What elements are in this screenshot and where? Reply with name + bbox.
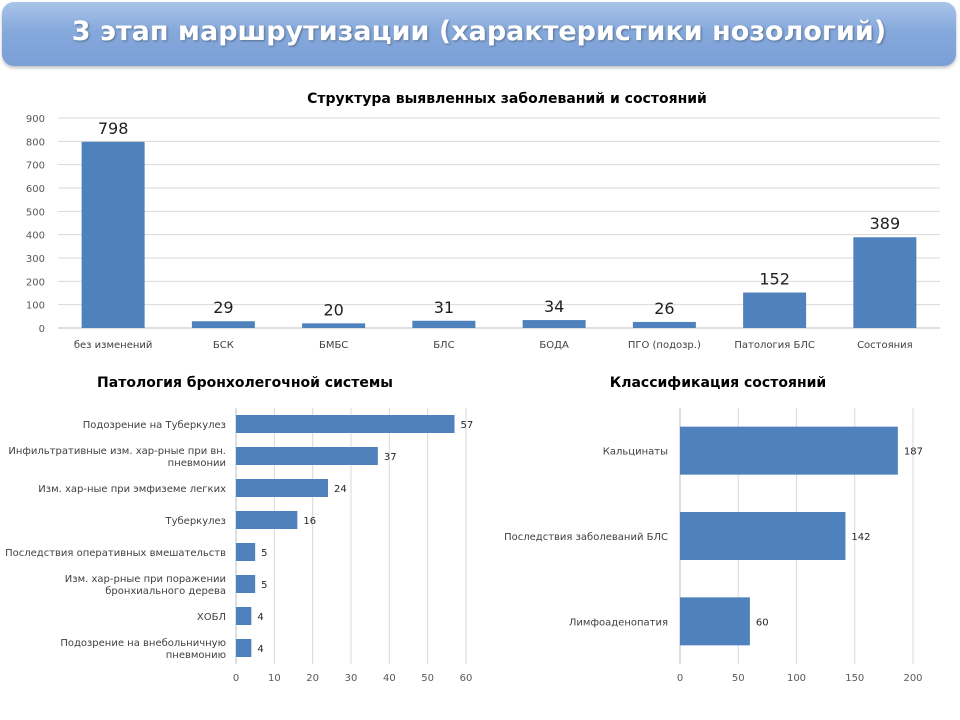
x-tick-label-2: 20	[306, 673, 319, 684]
title-banner: 3 этап маршрутизации (характеристики ноз…	[2, 2, 956, 66]
category-label-2: Изм. хар-рные при поражении	[65, 574, 226, 585]
data-label-2: 37	[384, 452, 397, 463]
y-tick-label-1: 0	[39, 324, 45, 335]
data-label-2: 5	[261, 548, 267, 559]
chart-title-3: Классификация состояний	[610, 375, 826, 391]
bar-1	[412, 320, 476, 328]
x-tick-label-1: Патология БЛС	[734, 340, 814, 351]
x-tick-label-2: 10	[268, 673, 281, 684]
x-tick-label-1: БСК	[213, 340, 234, 351]
data-label-2: 24	[334, 484, 347, 495]
data-label-1: 31	[434, 298, 454, 317]
category-label-2: Туберкулез	[164, 516, 226, 527]
x-tick-label-2: 40	[383, 673, 396, 684]
bar-1	[191, 321, 255, 328]
data-label-2: 16	[303, 516, 316, 527]
data-label-1: 20	[323, 300, 343, 319]
data-label-2: 4	[257, 612, 263, 623]
x-tick-label-1: Состояния	[857, 340, 913, 351]
data-label-2: 57	[461, 420, 474, 431]
y-tick-label-1: 200	[26, 277, 45, 288]
data-label-3: 142	[851, 532, 870, 543]
chart-title-1: Структура выявленных заболеваний и состо…	[307, 91, 707, 107]
category-label-2: Подозрение на внебольничную	[60, 638, 226, 649]
x-tick-label-1: БМБС	[319, 340, 348, 351]
x-tick-label-2: 30	[345, 673, 358, 684]
category-label-2: ХОБЛ	[197, 612, 226, 623]
y-tick-label-1: 100	[26, 301, 45, 312]
x-tick-label-3: 150	[845, 673, 864, 684]
y-tick-label-1: 700	[26, 161, 45, 172]
category-label-2: Последствия оперативных вмешательств	[5, 548, 226, 559]
bar-2	[236, 511, 298, 529]
chart-title-2: Патология бронхолегочной системы	[97, 375, 393, 391]
data-label-2: 5	[261, 580, 267, 591]
bar-1	[302, 323, 366, 328]
bar-2	[236, 575, 256, 593]
data-label-3: 60	[756, 617, 769, 628]
category-label-3: Лимфоаденопатия	[569, 617, 668, 628]
category-label-2: Инфильтративные изм. хар-рные при вн.	[8, 446, 226, 457]
data-label-1: 34	[544, 297, 564, 316]
bar-2	[236, 479, 328, 497]
category-label-2: пневмонию	[166, 650, 226, 661]
bar-2	[236, 447, 378, 465]
bar-1	[632, 321, 696, 328]
y-tick-label-1: 500	[26, 207, 45, 218]
x-tick-label-1: БЛС	[433, 340, 454, 351]
data-label-3: 187	[904, 447, 923, 458]
y-tick-label-1: 400	[26, 231, 45, 242]
bar-3	[680, 426, 898, 475]
x-tick-label-2: 60	[460, 673, 473, 684]
bar-1	[81, 141, 145, 328]
y-tick-label-1: 300	[26, 254, 45, 265]
category-label-2: пневмонии	[168, 458, 226, 469]
x-tick-label-2: 50	[421, 673, 434, 684]
category-label-3: Последствия заболеваний БЛС	[504, 532, 668, 543]
y-tick-label-1: 600	[26, 184, 45, 195]
x-tick-label-3: 100	[787, 673, 806, 684]
category-label-2: Подозрение на Туберкулез	[83, 420, 226, 431]
x-tick-label-1: БОДА	[539, 340, 569, 351]
bar-2	[236, 639, 252, 657]
x-tick-label-1: ПГО (подозр.)	[628, 340, 701, 351]
category-label-3: Кальцинаты	[603, 447, 668, 458]
bar-2	[236, 415, 455, 433]
x-tick-label-3: 200	[903, 673, 922, 684]
data-label-1: 798	[98, 119, 129, 138]
x-tick-label-3: 0	[677, 673, 683, 684]
data-label-1: 26	[654, 299, 674, 318]
y-tick-label-1: 900	[26, 114, 45, 125]
data-label-2: 4	[257, 644, 263, 655]
category-label-2: Изм. хар-ные при эмфиземе легких	[38, 484, 226, 495]
bar-2	[236, 543, 256, 561]
bar-1	[522, 320, 586, 328]
x-tick-label-1: без изменений	[74, 340, 153, 351]
page-title: 3 этап маршрутизации (характеристики ноз…	[71, 16, 887, 47]
bar-3	[680, 597, 750, 646]
data-label-1: 152	[759, 270, 790, 289]
bar-1	[743, 292, 807, 328]
y-tick-label-1: 800	[26, 137, 45, 148]
x-tick-label-2: 0	[233, 673, 239, 684]
bar-3	[680, 512, 846, 560]
x-tick-label-3: 50	[732, 673, 745, 684]
bar-1	[853, 237, 917, 328]
bar-2	[236, 607, 252, 625]
category-label-2: бронхиального дерева	[105, 586, 226, 597]
data-label-1: 29	[213, 298, 233, 317]
data-label-1: 389	[870, 214, 901, 233]
